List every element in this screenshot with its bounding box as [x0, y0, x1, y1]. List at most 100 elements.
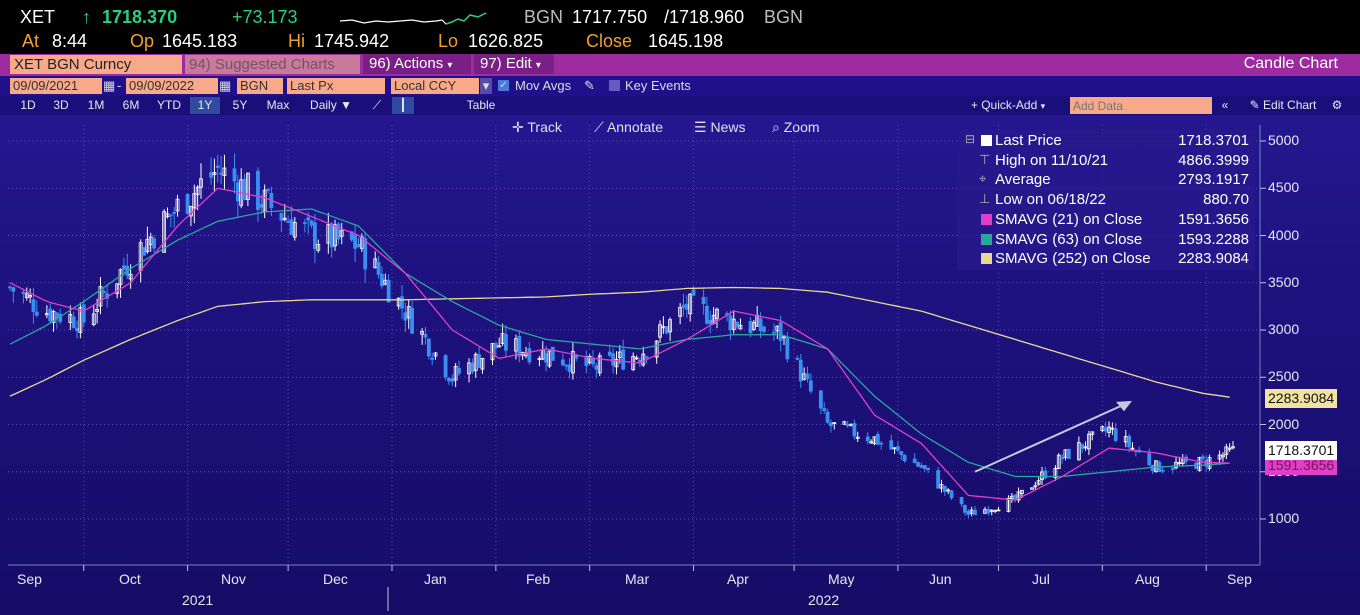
candle-body — [497, 345, 502, 348]
up-arrow-icon: ↑ — [82, 7, 91, 27]
candle-body — [232, 168, 237, 182]
calendar-icon[interactable]: ▦ — [103, 78, 116, 93]
ask-source: BGN — [764, 7, 804, 27]
candle-body — [316, 244, 321, 251]
candle-body — [356, 243, 361, 248]
candle-body — [638, 360, 642, 363]
candle-body — [172, 212, 177, 214]
field-input[interactable]: Last Px — [287, 78, 385, 94]
y-tick-label: 1000 — [1268, 510, 1300, 526]
edit-menu[interactable]: 97) Edit ▾ — [474, 54, 554, 74]
candle-body — [902, 454, 907, 462]
candle-body — [410, 307, 414, 334]
zoom-tool[interactable]: ⌕ Zoom — [772, 119, 820, 136]
candle-body — [313, 222, 317, 250]
annotate-tool[interactable]: ⟋ Annotate — [594, 119, 663, 136]
period-6m-button[interactable]: 6M — [122, 98, 140, 112]
candle-body — [959, 497, 964, 505]
candle-body — [641, 353, 646, 366]
candle-body — [34, 311, 39, 316]
y-tick-label: 2000 — [1268, 415, 1300, 432]
candle-body — [926, 467, 930, 471]
candle-body — [1227, 447, 1232, 450]
period-ytd-button[interactable]: YTD — [157, 98, 181, 112]
calendar-icon[interactable]: ▦ — [219, 78, 232, 93]
security-input[interactable]: XET BGN Curncy — [10, 55, 182, 74]
candle-body — [1224, 446, 1229, 455]
legend-value: 2793.1917 — [1178, 171, 1249, 189]
candle-body — [195, 186, 200, 196]
candle-body — [708, 319, 713, 325]
time-label: At — [22, 31, 40, 51]
add-data-input[interactable] — [1070, 97, 1212, 114]
candle-body — [115, 283, 120, 294]
source-input[interactable]: BGN — [237, 78, 283, 94]
key-events-checkbox[interactable] — [609, 80, 620, 91]
period-1d-button[interactable]: 1D — [20, 98, 36, 112]
candle-body — [282, 217, 287, 221]
frequency-select[interactable]: Daily ▼ — [302, 97, 360, 114]
candle-body — [222, 167, 227, 176]
legend-label: SMAVG (252) on Close — [995, 250, 1151, 268]
collapse-icon[interactable]: « — [1221, 98, 1229, 112]
candle-body — [450, 378, 455, 382]
start-date-input[interactable]: 09/09/2021 — [10, 78, 102, 94]
candle-body — [1150, 465, 1155, 472]
candle-body — [430, 357, 435, 360]
sma63-line — [9, 208, 1230, 478]
candle-body — [571, 351, 575, 374]
suggested-charts-button[interactable]: 94) Suggested Charts — [185, 55, 360, 74]
candle-body — [728, 315, 733, 330]
legend-collapse-icon[interactable]: ⊟ — [965, 132, 976, 146]
ticker: XET — [20, 7, 56, 27]
candle-body — [681, 304, 686, 309]
end-date-input[interactable]: 09/09/2022 — [126, 78, 218, 94]
line-chart-icon[interactable]: ⟋ — [372, 98, 382, 112]
candle-body — [400, 296, 404, 309]
candle-body — [28, 295, 33, 298]
currency-select[interactable]: Local CCY — [391, 78, 479, 94]
date-separator: - — [117, 78, 122, 93]
high-label: Hi — [288, 31, 305, 51]
chevron-down-icon: ▾ — [1040, 101, 1046, 111]
candle-body — [242, 179, 247, 201]
candle-body — [544, 353, 549, 363]
period-1m-button[interactable]: 1M — [87, 98, 105, 112]
actions-menu[interactable]: 96) Actions ▾ — [363, 54, 471, 74]
gear-icon[interactable]: ⚙ — [1331, 98, 1343, 112]
candle-body — [1036, 480, 1041, 485]
edit-chart-button[interactable]: ✎ Edit Chart — [1240, 97, 1326, 114]
quick-add-button[interactable]: + Quick-Add ▾ — [960, 97, 1056, 114]
news-tool[interactable]: ☰ News — [694, 119, 745, 136]
candle-body — [81, 304, 86, 323]
pencil-icon[interactable]: ✎ — [584, 78, 595, 93]
period-3d-button[interactable]: 3D — [53, 98, 69, 112]
net-change: +73.173 — [232, 7, 298, 27]
track-tool[interactable]: ✛ Track — [512, 119, 562, 136]
legend-value: 880.70 — [1203, 191, 1249, 209]
candle-body — [329, 223, 334, 248]
candle-body — [175, 198, 180, 212]
sma21-price-tag: 1591.3656 — [1265, 456, 1338, 475]
y-tick-label: 2500 — [1268, 368, 1300, 385]
candle-body — [386, 279, 391, 303]
x-month-label: Jan — [424, 571, 447, 587]
candle-chart[interactable] — [0, 115, 1360, 615]
table-button[interactable]: Table — [466, 98, 496, 112]
mov-avgs-checkbox[interactable]: ✓ — [498, 80, 509, 91]
edit-chart-label: Edit Chart — [1263, 98, 1317, 112]
magnifier-icon: ⌕ — [772, 119, 780, 135]
period-1y-button[interactable]: 1Y — [190, 97, 220, 114]
candle-chart-icon[interactable]: ┃ — [392, 97, 414, 114]
period-max-button[interactable]: Max — [266, 98, 290, 112]
candle-body — [266, 188, 270, 191]
chevron-down-icon[interactable]: ▾ — [480, 78, 492, 94]
x-month-label: Feb — [526, 571, 551, 587]
legend-value: 1593.2288 — [1178, 230, 1249, 248]
period-5y-button[interactable]: 5Y — [232, 98, 248, 112]
candle-body — [1033, 485, 1038, 488]
candle-body — [162, 211, 167, 253]
legend-swatch — [981, 135, 992, 146]
candle-body — [279, 212, 284, 221]
annotate-label: Annotate — [606, 119, 663, 135]
